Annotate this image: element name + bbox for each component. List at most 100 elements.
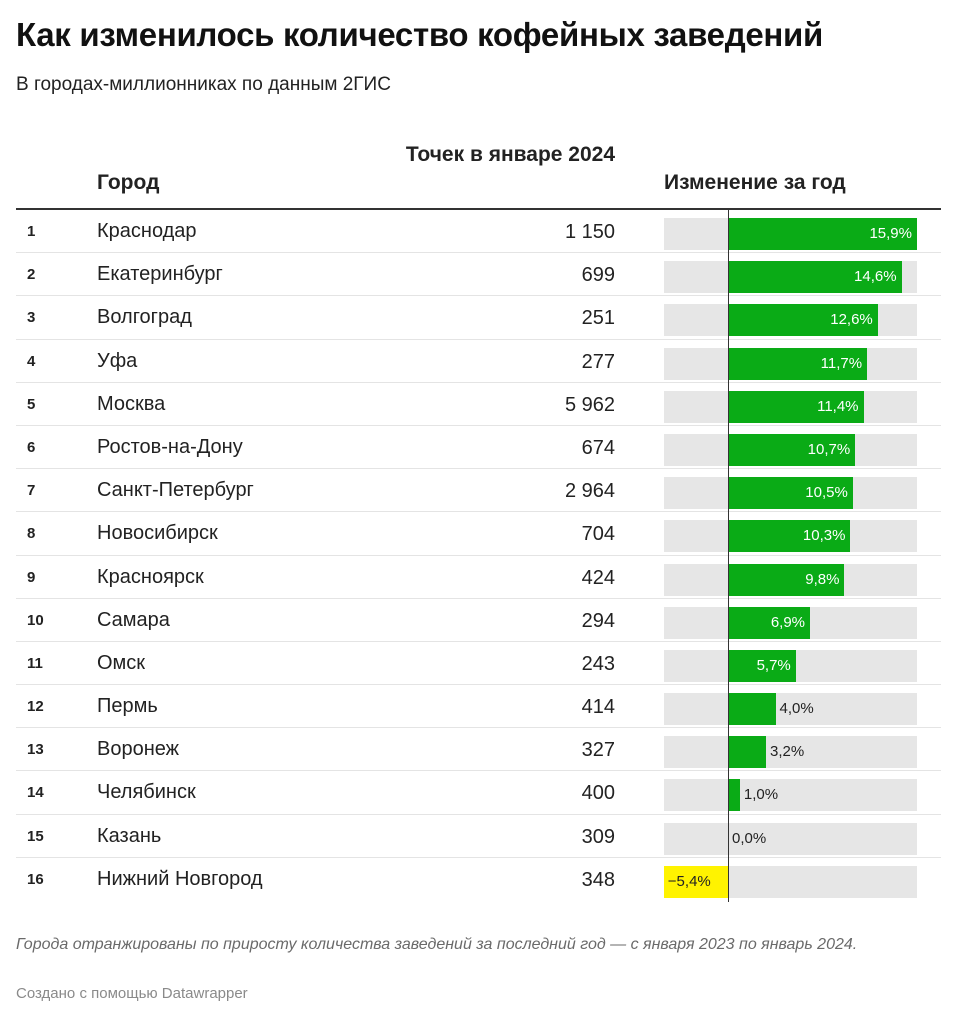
row-count: 699 — [581, 264, 615, 287]
data-table: 1 Краснодар 1 150 15,9% 2 Екатеринбург 699 14,6… — [16, 210, 941, 901]
change-label: 15,9% — [869, 225, 912, 242]
bar-track: 4,0% — [664, 693, 917, 726]
bar-track: 15,9% — [664, 218, 917, 250]
row-count: 704 — [581, 523, 615, 546]
bar-track: 10,7% — [664, 433, 917, 466]
row-rank: 9 — [27, 568, 36, 586]
change-label: 11,7% — [820, 354, 863, 372]
row-rank: 13 — [27, 741, 44, 759]
table-row: 5 Москва 5 962 11,4% — [16, 383, 941, 426]
table-row: 15 Казань 309 0,0% — [16, 815, 941, 858]
change-label: 6,9% — [770, 613, 806, 631]
row-rank: 16 — [27, 870, 44, 888]
change-bar — [728, 736, 767, 769]
table-row: 3 Волгоград 251 12,6% — [16, 296, 941, 340]
bar-track: 6,9% — [664, 606, 917, 639]
row-city: Краснодар — [97, 220, 197, 242]
row-count: 348 — [581, 868, 615, 891]
row-city: Нижний Новгород — [97, 867, 263, 890]
change-bar — [728, 390, 864, 423]
change-label: 14,6% — [854, 268, 897, 286]
change-label: 0,0% — [732, 829, 767, 847]
row-rank: 11 — [27, 654, 43, 672]
row-city: Омск — [97, 651, 146, 674]
change-label: 10,3% — [802, 527, 846, 545]
column-header-change: Изменение за год — [664, 171, 846, 194]
change-label: 9,8% — [805, 570, 840, 588]
row-rank: 3 — [27, 309, 36, 327]
row-city: Санкт-Петербург — [97, 479, 254, 502]
row-count: 400 — [581, 782, 615, 805]
footnote: Города отранжированы по приросту количес… — [16, 936, 858, 953]
row-city: Новосибирск — [97, 522, 218, 545]
column-header-count: Точек в январе 2024 — [405, 143, 615, 166]
bar-track: 11,4% — [664, 390, 917, 423]
change-label: 11,4% — [817, 397, 859, 415]
row-count: 414 — [581, 696, 615, 719]
row-rank: 12 — [27, 698, 44, 716]
row-rank: 8 — [27, 525, 36, 543]
bar-track: −5,4% — [663, 865, 917, 898]
table-row: 14 Челябинск 400 1,0% — [16, 771, 941, 815]
bar-track: 11,7% — [664, 347, 917, 380]
row-count: 294 — [581, 609, 615, 632]
table-row: 9 Красноярск 424 9,8% — [16, 556, 941, 599]
row-count: 243 — [581, 652, 615, 675]
table-row: 16 Нижний Новгород 348 −5,4% — [16, 858, 941, 901]
table-row: 8 Новосибирск 704 10,3% — [16, 512, 941, 556]
change-bar — [728, 693, 776, 726]
change-label: 4,0% — [779, 700, 814, 718]
change-bar — [728, 304, 878, 337]
row-count: 309 — [581, 825, 615, 848]
bar-track: 12,6% — [664, 304, 917, 337]
bar-track: 0,0% — [664, 822, 917, 855]
row-rank: 6 — [27, 438, 36, 456]
row-city: Воронеж — [97, 738, 180, 761]
bar-track: 10,3% — [664, 520, 917, 553]
row-rank: 15 — [27, 827, 44, 845]
table-row: 11 Омск 243 5,7% — [16, 642, 941, 686]
change-bar — [728, 649, 796, 682]
bar-track: 9,8% — [664, 563, 917, 596]
table-row: 12 Пермь 414 4,0% — [16, 685, 941, 729]
change-bar — [728, 433, 856, 466]
row-count: 2 964 — [564, 480, 615, 503]
row-count: 674 — [581, 436, 615, 459]
change-label: −5,4% — [667, 872, 711, 890]
row-count: 1 150 — [564, 221, 615, 243]
change-bar — [728, 347, 868, 380]
row-rank: 2 — [27, 266, 36, 284]
bar-track: 3,2% — [664, 736, 917, 769]
row-rank: 14 — [27, 784, 44, 802]
row-rank: 10 — [27, 611, 44, 629]
table-row: 2 Екатеринбург 699 14,6% — [16, 253, 941, 297]
change-bar — [728, 520, 851, 553]
change-bar — [728, 477, 853, 510]
row-city: Екатеринбург — [97, 263, 223, 286]
change-bar — [728, 261, 902, 294]
bar-track: 10,5% — [664, 477, 917, 510]
change-bar — [663, 865, 728, 898]
change-label: 10,7% — [807, 440, 851, 458]
row-city: Ростов-на-Дону — [97, 435, 243, 458]
change-bar — [728, 779, 740, 812]
chart-subtitle: В городах-миллионниках по данным 2ГИС — [16, 74, 391, 95]
change-label: 12,6% — [830, 311, 873, 329]
table-row: 1 Краснодар 1 150 15,9% — [16, 210, 941, 254]
bar-track: 1,0% — [664, 779, 917, 812]
row-rank: 4 — [27, 352, 36, 370]
row-city: Пермь — [97, 695, 158, 718]
row-city: Челябинск — [97, 781, 196, 804]
bar-track: 5,7% — [664, 649, 917, 682]
row-rank: 1 — [27, 223, 36, 240]
row-city: Волгоград — [97, 306, 192, 329]
change-bar — [728, 606, 811, 639]
row-count: 327 — [581, 739, 615, 762]
change-bar — [728, 218, 917, 250]
chart-title: Как изменилось количество кофейных завед… — [16, 16, 824, 53]
credit-link[interactable]: Создано с помощью Datawrapper — [16, 985, 248, 1002]
row-city: Уфа — [97, 349, 138, 372]
row-count: 5 962 — [564, 393, 615, 416]
row-count: 277 — [581, 350, 615, 373]
change-bar — [728, 563, 845, 596]
